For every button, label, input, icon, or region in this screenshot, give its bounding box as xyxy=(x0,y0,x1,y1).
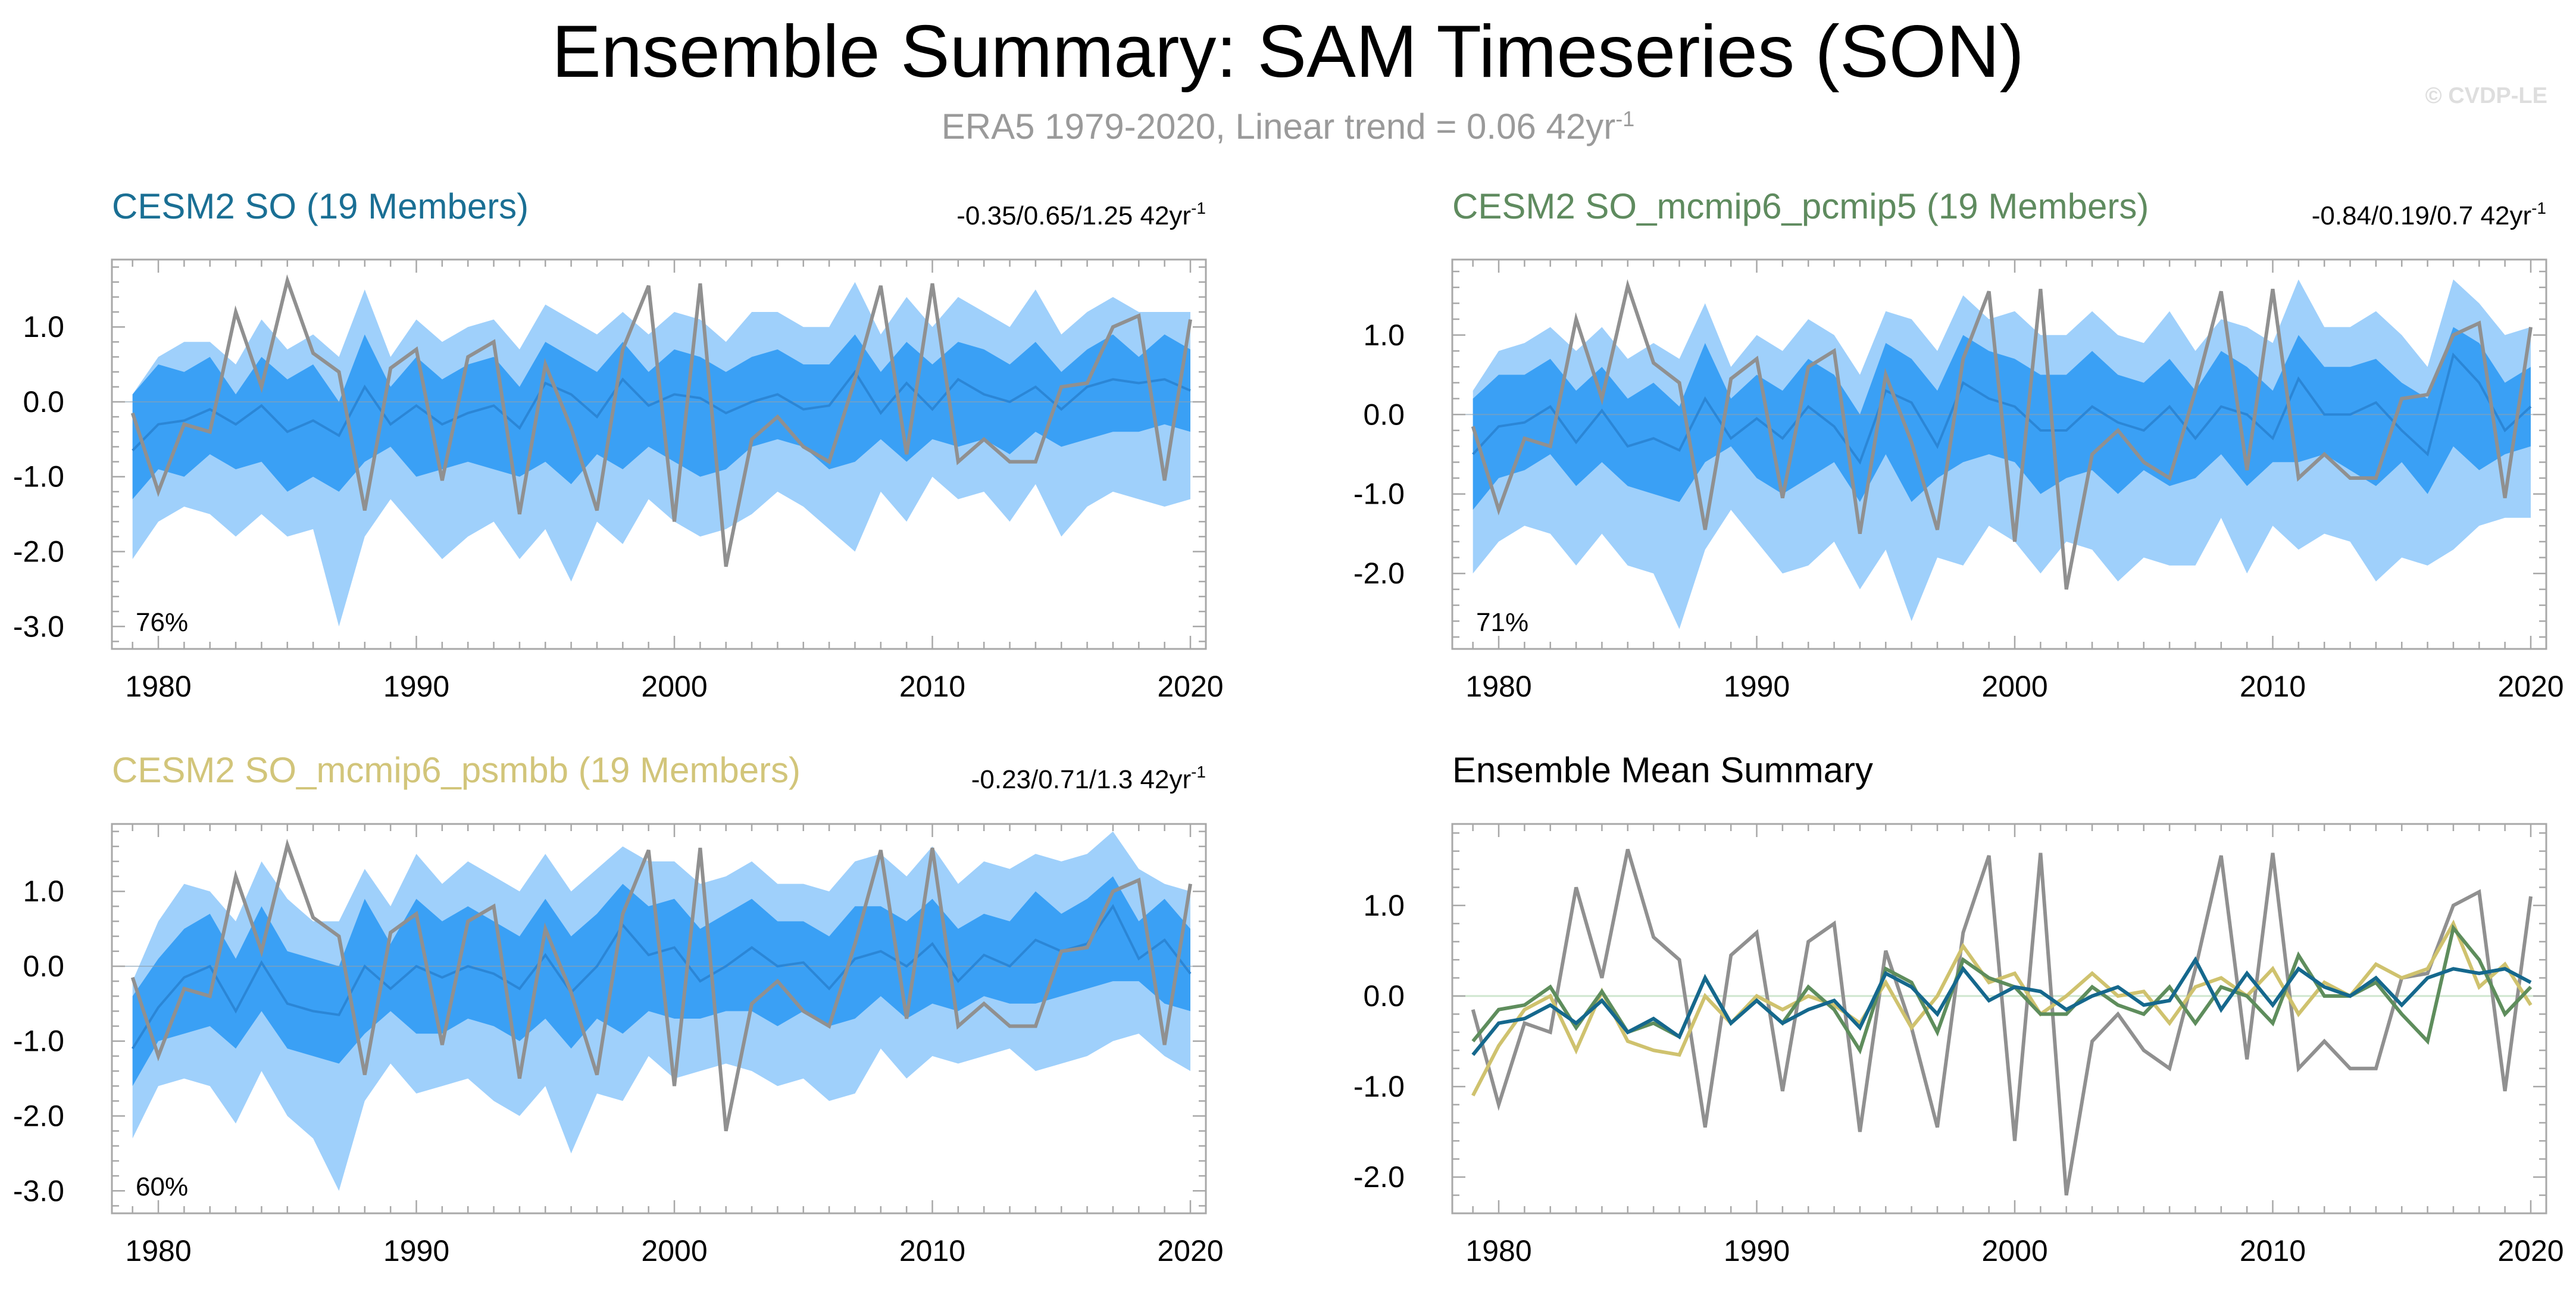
y-tick-label: -1.0 xyxy=(13,1025,64,1058)
observed-era5-line xyxy=(130,838,1192,1132)
series-line-cesm2-so-mcmip6-psmbb xyxy=(1471,919,2533,1097)
plot-area xyxy=(1452,848,2546,1196)
main-title: Ensemble Summary: SAM Timeseries (SON) xyxy=(552,11,2024,93)
x-tick-label: 2010 xyxy=(899,1234,965,1267)
y-tick-label: -2.0 xyxy=(13,535,64,569)
x-tick-label: 2010 xyxy=(2240,1234,2306,1267)
y-tick-label: 1.0 xyxy=(1363,319,1405,352)
observed-era5-line xyxy=(130,274,1192,567)
watermark: © CVDP-LE xyxy=(2425,83,2547,108)
trend-label: -0.84/0.19/0.7 42yr-1 xyxy=(2312,199,2546,230)
trend-label: -0.35/0.65/1.25 42yr-1 xyxy=(956,199,1206,230)
pattern-correlation-label: 60% xyxy=(136,1172,188,1201)
plot-frame xyxy=(1451,823,2547,1215)
y-tick-label: -2.0 xyxy=(1353,1160,1405,1194)
trend-exponent: -1 xyxy=(1191,763,1206,781)
panel-p3: 60% 1980 1990 2000 2010 2020 1.0 0.0 -1.0 -2.0 -3.… xyxy=(13,750,1224,1267)
x-tick-label: 2000 xyxy=(641,1234,707,1267)
plot-frame xyxy=(1451,258,2547,650)
y-tick-label: -1.0 xyxy=(13,460,64,494)
panel-title: CESM2 SO_mcmip6_psmbb (19 Members) xyxy=(112,750,801,790)
plot-frame xyxy=(111,823,1207,1215)
ensemble-mean-line xyxy=(132,904,1192,1050)
observed-era5-line xyxy=(1471,279,2533,590)
trend-value: -0.35/0.65/1.25 42yr xyxy=(956,201,1191,230)
y-tick-label: -3.0 xyxy=(13,610,64,643)
subtitle: ERA5 1979-2020, Linear trend = 0.06 42yr… xyxy=(0,95,2576,151)
trend-value: -0.84/0.19/0.7 42yr xyxy=(2312,201,2531,230)
panel-title: CESM2 SO (19 Members) xyxy=(112,186,529,226)
plot-area xyxy=(112,831,1206,1191)
plot-frame xyxy=(111,258,1207,650)
x-tick-label: 2020 xyxy=(1157,670,1223,703)
x-tick-label: 2020 xyxy=(1157,1234,1223,1267)
plot-area xyxy=(112,274,1206,627)
y-tick-label: 0.0 xyxy=(1363,398,1405,431)
panel-p1: 76% 1980 1990 2000 2010 2020 1.0 0.0 -1.0 -2.0 -3.… xyxy=(13,186,1224,703)
y-tick-label: 0.0 xyxy=(23,385,64,419)
x-tick-label: 2000 xyxy=(1981,670,2047,703)
x-tick-label: 2020 xyxy=(2497,670,2564,703)
y-tick-label: -2.0 xyxy=(1353,557,1405,590)
panel-p4: 1980 1990 2000 2010 2020 1.0 0.0 -1.0 -2.0 Ensemb… xyxy=(1353,750,2564,1267)
x-tick-label: 1990 xyxy=(383,1234,449,1267)
x-tick-label: 1980 xyxy=(125,670,191,703)
x-tick-label: 2000 xyxy=(1981,1234,2047,1267)
y-tick-label: 1.0 xyxy=(1363,889,1405,922)
x-tick-label: 2010 xyxy=(2240,670,2306,703)
series-line-era5 xyxy=(1471,848,2533,1196)
pattern-correlation-label: 76% xyxy=(136,608,188,637)
x-tick-label: 2010 xyxy=(899,670,965,703)
trend-value: -0.23/0.71/1.3 42yr xyxy=(971,765,1191,794)
x-tick-label: 1990 xyxy=(1724,1234,1790,1267)
y-tick-label: 1.0 xyxy=(23,875,64,908)
series-line-cesm2-so xyxy=(1471,956,2532,1056)
trend-exponent: -1 xyxy=(1191,199,1206,217)
y-tick-label: -1.0 xyxy=(1353,477,1405,511)
y-tick-label: 1.0 xyxy=(23,310,64,344)
pattern-correlation-label: 71% xyxy=(1476,608,1528,637)
panel-p2: 71% 1980 1990 2000 2010 2020 1.0 0.0 -1.0 -2.0 CES… xyxy=(1353,186,2564,703)
trend-exponent: -1 xyxy=(2531,199,2546,217)
y-tick-label: -1.0 xyxy=(1353,1070,1405,1103)
x-tick-label: 2000 xyxy=(641,670,707,703)
x-tick-label: 1990 xyxy=(1724,670,1790,703)
panel-title: CESM2 SO_mcmip6_pcmip5 (19 Members) xyxy=(1452,186,2149,226)
panel-title: Ensemble Mean Summary xyxy=(1452,750,1873,790)
subtitle-text: ERA5 1979-2020, Linear trend = 0.06 42yr xyxy=(941,107,1616,146)
y-tick-label: 0.0 xyxy=(1363,979,1405,1013)
y-tick-label: 0.0 xyxy=(23,950,64,983)
x-tick-label: 1990 xyxy=(383,670,449,703)
trend-label: -0.23/0.71/1.3 42yr-1 xyxy=(971,763,1206,794)
x-tick-label: 2020 xyxy=(2497,1234,2564,1267)
x-tick-label: 1980 xyxy=(1465,670,1531,703)
x-tick-label: 1980 xyxy=(125,1234,191,1267)
x-tick-label: 1980 xyxy=(1465,1234,1531,1267)
plot-area xyxy=(1452,279,2546,629)
subtitle-exponent: -1 xyxy=(1615,107,1635,131)
y-tick-label: -3.0 xyxy=(13,1174,64,1207)
y-tick-label: -2.0 xyxy=(13,1100,64,1133)
